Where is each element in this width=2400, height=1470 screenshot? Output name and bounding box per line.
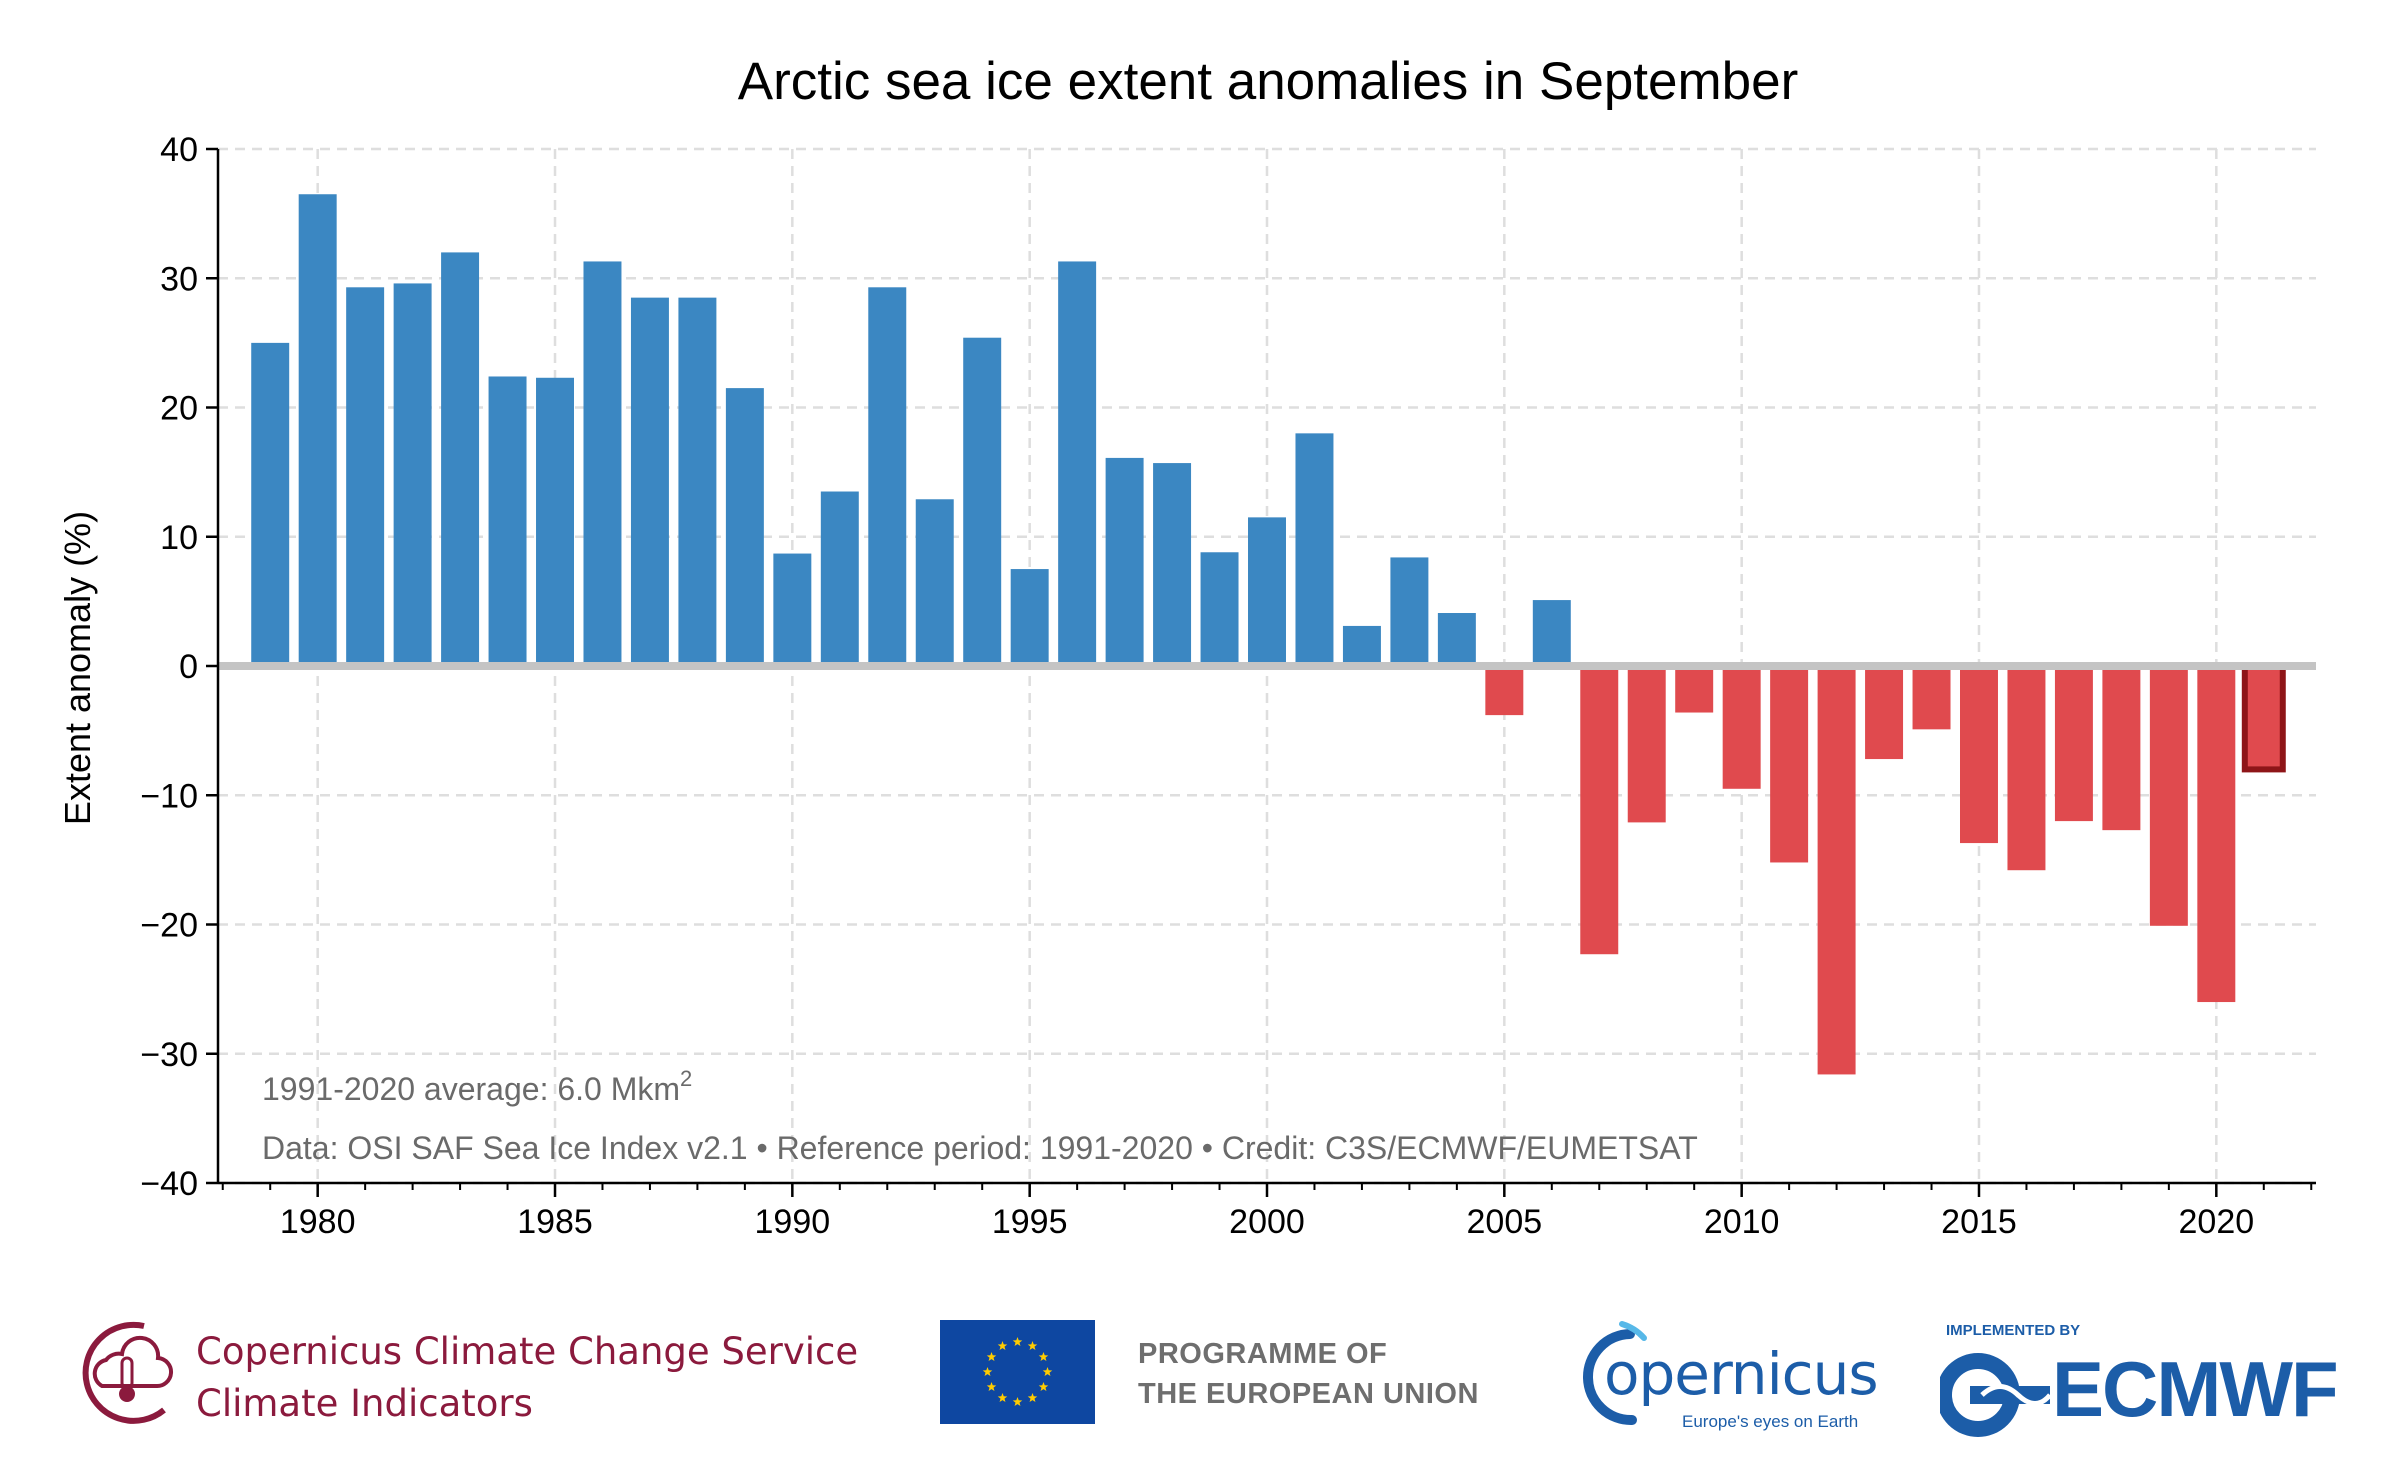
bar-1991 (820, 491, 859, 666)
copernicus-c-icon (1583, 1321, 1647, 1426)
average-annotation: 1991-2020 average: 6.0 Mkm2 (262, 1066, 692, 1107)
bar-1988 (678, 297, 717, 666)
copernicus-tagline: Europe's eyes on Earth (1682, 1412, 1859, 1431)
eu-star-icon (1038, 1352, 1049, 1362)
ecmwf-logo: IMPLEMENTED BY ECMWF (1940, 1322, 2360, 1442)
bar-1996 (1058, 261, 1097, 666)
x-tick-label: 2015 (1941, 1203, 2017, 1241)
copernicus-logo: opernicus Europe's eyes on Earth (1560, 1316, 1879, 1436)
bar-2007 (1580, 666, 1619, 955)
bar-1982 (393, 283, 432, 666)
x-tick-label: 1985 (517, 1203, 593, 1241)
ecmwf-implemented-by: IMPLEMENTED BY (1946, 1322, 2081, 1339)
bar-2012 (1817, 666, 1856, 1075)
bar-2006 (1532, 600, 1571, 666)
c3s-logo: Copernicus Climate Change Service Climat… (66, 1318, 866, 1428)
eu-line1: PROGRAMME OF (1138, 1338, 1388, 1370)
x-tick-label: 1995 (992, 1203, 1068, 1241)
bar-1984 (488, 376, 527, 666)
bar-1995 (1010, 569, 1049, 666)
y-tick-label: 40 (160, 131, 198, 169)
bar-2013 (1865, 666, 1904, 760)
eu-star-icon (1042, 1367, 1053, 1377)
y-tick-label: −10 (140, 777, 198, 815)
bar-2005 (1485, 666, 1524, 716)
c3s-line2: Climate Indicators (196, 1382, 533, 1425)
y-tick-label: 30 (160, 260, 198, 298)
eu-star-icon (1027, 1341, 1038, 1351)
bar-1990 (773, 553, 812, 666)
eu-line2: THE EUROPEAN UNION (1138, 1378, 1479, 1410)
bar-1994 (963, 337, 1002, 666)
bar-2003 (1390, 557, 1429, 666)
x-tick-label: 2000 (1229, 1203, 1305, 1241)
c3s-line1: Copernicus Climate Change Service (196, 1330, 859, 1373)
bar-1987 (630, 297, 669, 666)
eu-star-icon (997, 1341, 1008, 1351)
x-tick-label: 2010 (1704, 1203, 1780, 1241)
bar-2011 (1770, 666, 1809, 863)
axes (206, 147, 2316, 1197)
y-tick-label: −20 (140, 907, 198, 945)
y-axis-label: Extent anomaly (%) (57, 511, 98, 825)
footer-logos: Copernicus Climate Change Service Climat… (0, 1300, 2400, 1460)
bar-2020 (2197, 666, 2236, 1003)
bar-1998 (1153, 463, 1192, 666)
x-tick-label: 1990 (755, 1203, 831, 1241)
eu-star-icon (1027, 1392, 1038, 1403)
bar-2004 (1437, 613, 1476, 666)
eu-star-icon (997, 1392, 1008, 1403)
eu-star-icon (1012, 1397, 1023, 1407)
x-tick-label: 1980 (280, 1203, 356, 1241)
chart-title: Arctic sea ice extent anomalies in Septe… (738, 52, 1799, 111)
y-tick-label: 20 (160, 390, 198, 428)
y-tick-label: 0 (179, 648, 198, 686)
eu-star-icon (986, 1352, 997, 1362)
c3s-emblem-icon (82, 1321, 174, 1424)
bar-2000 (1248, 517, 1286, 666)
bar-1993 (915, 499, 954, 666)
ecmwf-word: ECMWF (2052, 1345, 2339, 1433)
bar-2017 (2054, 666, 2093, 822)
bar-2021 (2241, 663, 2286, 773)
bar-1997 (1105, 457, 1144, 666)
bar-1999 (1200, 552, 1239, 666)
bar-2018 (2102, 666, 2141, 831)
bar-1986 (583, 261, 622, 666)
bar-2009 (1675, 666, 1714, 713)
bar-2019 (2149, 666, 2188, 926)
bars (251, 194, 2286, 1075)
chart: Arctic sea ice extent anomalies in Septe… (57, 52, 2316, 1241)
bar-1979 (251, 342, 290, 666)
bar-1981 (346, 287, 385, 666)
eu-programme-text: PROGRAMME OF THE EUROPEAN UNION (1138, 1334, 1479, 1414)
bar-1980 (298, 194, 337, 667)
data-source-annotation: Data: OSI SAF Sea Ice Index v2.1 • Refer… (262, 1130, 1698, 1166)
eu-star-icon (1012, 1337, 1023, 1347)
bar-2008 (1627, 666, 1666, 823)
bar-2016 (2007, 666, 2046, 871)
bar-2001 (1295, 433, 1334, 666)
y-tick-label: −40 (140, 1165, 198, 1203)
x-tick-label: 2020 (2179, 1203, 2255, 1241)
ecmwf-emblem-icon (1940, 1353, 2050, 1437)
bar-2010 (1722, 666, 1761, 789)
eu-star-icon (1038, 1382, 1049, 1392)
copernicus-word: opernicus (1604, 1340, 1879, 1408)
bar-1985 (536, 377, 574, 666)
bar-2002 (1342, 625, 1381, 666)
x-tick-label: 2005 (1467, 1203, 1543, 1241)
bar-1989 (725, 388, 764, 666)
bar-2015 (1960, 666, 1998, 844)
eu-flag-icon (940, 1320, 1095, 1424)
bar-1983 (441, 252, 480, 666)
bar-1992 (868, 287, 907, 666)
eu-star-icon (982, 1367, 993, 1377)
y-tick-label: 10 (160, 519, 198, 557)
eu-star-icon (986, 1382, 997, 1392)
bar-2014 (1912, 666, 1951, 730)
y-tick-label: −30 (140, 1036, 198, 1074)
